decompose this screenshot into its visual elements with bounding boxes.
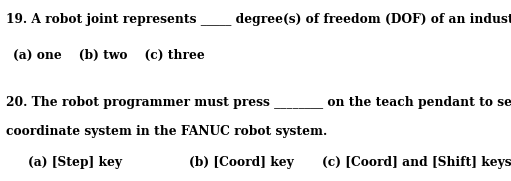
Text: (c) [Coord] and [Shift] keys: (c) [Coord] and [Shift] keys xyxy=(322,156,511,169)
Text: coordinate system in the FANUC robot system.: coordinate system in the FANUC robot sys… xyxy=(6,125,328,138)
Text: (a) one    (b) two    (c) three: (a) one (b) two (c) three xyxy=(13,49,204,62)
Text: 19. A robot joint represents _____ degree(s) of freedom (DOF) of an industrial r: 19. A robot joint represents _____ degre… xyxy=(6,13,511,26)
Text: 20. The robot programmer must press ________ on the teach pendant to select a jo: 20. The robot programmer must press ____… xyxy=(6,96,511,109)
Text: (a) [Step] key: (a) [Step] key xyxy=(28,156,122,169)
Text: (b) [Coord] key: (b) [Coord] key xyxy=(189,156,294,169)
